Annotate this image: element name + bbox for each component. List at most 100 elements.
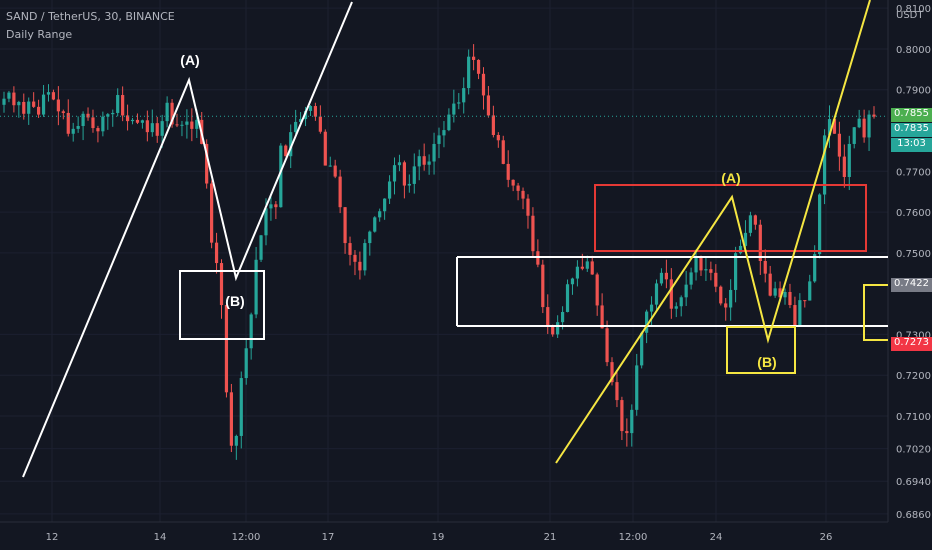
- candle-body: [521, 190, 525, 199]
- price-tick-label: 0.8100: [896, 4, 931, 15]
- time-tick-label: 17: [322, 532, 335, 543]
- resistance-zone-box[interactable]: [594, 184, 867, 252]
- candle-body: [7, 92, 11, 99]
- candle-body: [412, 166, 416, 184]
- candle-body: [422, 156, 426, 165]
- candle-body: [615, 382, 619, 401]
- candle-body: [254, 259, 258, 315]
- candle-body: [501, 140, 505, 164]
- candle-body: [758, 224, 762, 261]
- right-b-target-box[interactable]: [726, 326, 796, 374]
- candle-body: [106, 114, 110, 117]
- candle-body: [259, 235, 263, 260]
- candle-body: [729, 289, 733, 308]
- candle-body: [590, 261, 594, 275]
- candle-body: [714, 272, 718, 287]
- candle-body: [496, 134, 500, 141]
- candle-body: [546, 307, 550, 326]
- candle-body: [793, 305, 797, 326]
- indicator-label[interactable]: Daily Range: [6, 28, 73, 41]
- candle-body: [219, 263, 224, 306]
- last-price-tag: 0.7855: [891, 108, 932, 122]
- left-wave-b-label: (B): [225, 293, 244, 309]
- candle-body: [640, 332, 644, 366]
- candle-body: [387, 181, 392, 199]
- candle-body: [689, 272, 693, 285]
- candle-body: [724, 303, 728, 308]
- right-abc-pattern-line[interactable]: [555, 0, 871, 464]
- candle-body: [719, 286, 723, 304]
- price-tick-label: 0.7900: [896, 86, 931, 97]
- candle-body: [338, 176, 342, 208]
- left-wave-a-label: (A): [180, 52, 199, 68]
- candle-body: [852, 127, 856, 144]
- candle-body: [37, 106, 41, 115]
- candle-body: [476, 59, 481, 74]
- price-tick-label: 0.6940: [896, 477, 931, 488]
- candle-body: [96, 128, 100, 132]
- candle-body: [565, 284, 570, 312]
- candle-body: [635, 365, 639, 410]
- candle-body: [763, 261, 767, 274]
- candle-body: [580, 266, 584, 269]
- candle-body: [560, 311, 565, 323]
- candle-body: [264, 208, 268, 236]
- left-b-target-box[interactable]: [179, 270, 265, 340]
- candle-body: [51, 92, 56, 100]
- bid-price-tag: 0.7835: [891, 123, 932, 137]
- candle-body: [22, 101, 26, 114]
- price-tick-label: 0.7100: [896, 412, 931, 423]
- time-tick-label: 21: [544, 532, 557, 543]
- candle-body: [674, 306, 678, 309]
- candle-body: [630, 409, 634, 434]
- candle-body: [645, 311, 649, 333]
- candle-body: [66, 112, 70, 134]
- candle-body: [348, 243, 352, 255]
- candle-body: [822, 135, 827, 195]
- time-tick-label: 12: [46, 532, 59, 543]
- candle-body: [481, 73, 486, 96]
- candle-body: [664, 272, 668, 280]
- candle-body: [783, 291, 787, 298]
- candle-body: [135, 119, 140, 123]
- range-high-tag: 0.7422: [891, 278, 932, 292]
- candle-body: [86, 113, 90, 118]
- time-tick-label: 12:00: [619, 532, 648, 543]
- candle-body: [491, 115, 495, 135]
- candle-body: [427, 161, 431, 165]
- candle-body: [575, 266, 580, 279]
- candle-body: [872, 114, 876, 117]
- candle-body: [605, 328, 609, 363]
- candle-body: [71, 128, 75, 134]
- candle-body: [368, 231, 372, 244]
- candle-body: [190, 121, 194, 129]
- candle-body: [358, 261, 362, 271]
- candle-body: [140, 120, 145, 123]
- candle-body: [827, 119, 832, 136]
- candle-body: [353, 254, 357, 262]
- candle-body: [17, 101, 21, 106]
- left-abc-pattern-line[interactable]: [22, 1, 353, 478]
- time-tick-label: 14: [154, 532, 167, 543]
- price-tick-label: 0.7600: [896, 208, 931, 219]
- candle-body: [472, 56, 476, 60]
- candle-body: [462, 88, 466, 103]
- candle-body: [116, 95, 120, 113]
- candle-body: [432, 143, 436, 162]
- candle-body: [313, 106, 318, 117]
- candle-body: [279, 145, 283, 208]
- candle-body: [625, 431, 629, 434]
- candle-body: [12, 92, 16, 106]
- countdown-tag: 13:03: [891, 138, 932, 152]
- candle-body: [570, 278, 575, 285]
- candle-body: [818, 194, 822, 255]
- candle-body: [91, 117, 95, 129]
- candle-body: [467, 56, 471, 89]
- price-range-bracket[interactable]: [863, 284, 888, 341]
- candle-body: [224, 305, 229, 393]
- price-tick-label: 0.7300: [896, 330, 931, 341]
- candle-body: [165, 102, 169, 122]
- candle-body: [610, 362, 614, 383]
